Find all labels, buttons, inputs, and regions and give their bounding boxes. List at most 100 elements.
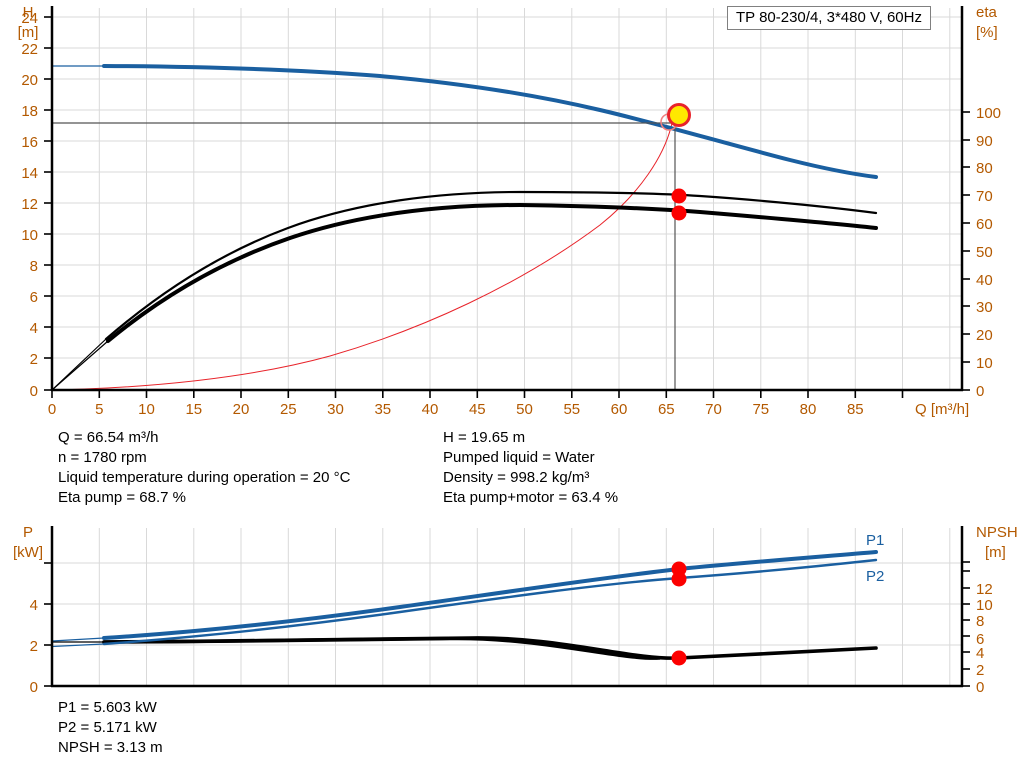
power-info-p1: P1 = 5.603 kW (58, 699, 157, 716)
y-tick-label: 16 (21, 134, 38, 151)
y-tick-label: 10 (21, 227, 38, 244)
npsh-tick-label: 10 (976, 597, 993, 614)
x-tick-label: 15 (185, 401, 202, 418)
p2-curve-thin (51, 643, 105, 648)
duty-info-density: Density = 998.2 kg/m³ (443, 469, 590, 486)
x-tick-label: 75 (752, 401, 769, 418)
y-tick-label: 20 (21, 72, 38, 89)
bottom-chart-left-tick-labels: 0 2 4 (30, 597, 38, 696)
x-tick-label: 70 (705, 401, 722, 418)
x-tick-label: 45 (469, 401, 486, 418)
y2-tick-label: 20 (976, 327, 993, 344)
x-tick-label: 60 (611, 401, 628, 418)
duty-info-n: n = 1780 rpm (58, 449, 147, 466)
duty-info-eta-pump: Eta pump = 68.7 % (58, 489, 186, 506)
power-info-block: P1 = 5.603 kW P2 = 5.171 kW NPSH = 3.13 … (58, 698, 163, 758)
x-tick-label: 80 (800, 401, 817, 418)
npsh-duty-marker (671, 650, 687, 666)
npsh-tick-label: 4 (976, 645, 984, 662)
y-tick-label: 0 (30, 383, 38, 400)
npsh-tick-label: 8 (976, 613, 984, 630)
top-chart-right-tick-labels: 0 10 20 30 40 50 60 70 80 90 100 (976, 105, 1001, 400)
x-tick-label: 35 (374, 401, 391, 418)
y-tick-label: 22 (21, 41, 38, 58)
chart-title-box: TP 80-230/4, 3*480 V, 60Hz (727, 6, 931, 30)
y-tick-label: 24 (21, 10, 38, 27)
y-tick-label: 12 (21, 196, 38, 213)
npsh-tick-label: 2 (976, 662, 984, 679)
npsh-tick-label: 6 (976, 631, 984, 648)
chart-title: TP 80-230/4, 3*480 V, 60Hz (736, 9, 922, 26)
y2-tick-label: 60 (976, 216, 993, 233)
y2-tick-label: 30 (976, 299, 993, 316)
p2-duty-marker (671, 571, 687, 587)
top-right-axis-unit: [%] (976, 24, 998, 41)
y-tick-label: 18 (21, 103, 38, 120)
p-tick-label: 4 (30, 597, 38, 614)
bottom-chart-right-tick-labels: 0 2 4 6 8 10 12 (976, 581, 993, 696)
npsh-curve-main (102, 636, 878, 660)
duty-info-eta-pump-motor: Eta pump+motor = 63.4 % (443, 489, 619, 506)
duty-info-left-column: Q = 66.54 m³/h n = 1780 rpm Liquid tempe… (58, 428, 350, 508)
y2-tick-label: 50 (976, 244, 993, 261)
duty-point-marker[interactable] (667, 103, 691, 127)
bottom-right-axis-name: NPSH (976, 524, 1018, 541)
npsh-tick-label: 0 (976, 679, 984, 696)
eta-pump-curve-thin (51, 338, 107, 391)
x-tick-label: 55 (563, 401, 580, 418)
y-tick-label: 6 (30, 289, 38, 306)
duty-info-q: Q = 66.54 m³/h (58, 429, 159, 446)
duty-info-temperature: Liquid temperature during operation = 20… (58, 469, 351, 486)
p2-curve (102, 558, 878, 646)
duty-info-liquid: Pumped liquid = Water (443, 449, 595, 466)
eta-pump-marker (671, 188, 687, 204)
top-x-axis-label: Q [m³/h] (915, 401, 969, 418)
x-tick-label: 40 (422, 401, 439, 418)
bottom-chart-left-ticks (44, 562, 52, 687)
x-tick-label: 25 (280, 401, 297, 418)
power-info-p2: P2 = 5.171 kW (58, 719, 157, 736)
y-tick-label: 4 (30, 320, 38, 337)
y2-tick-label: 100 (976, 105, 1001, 122)
bottom-chart-right-ticks (962, 561, 970, 687)
npsh-tick-label: 12 (976, 581, 993, 598)
y2-tick-label: 10 (976, 355, 993, 372)
p1-series-label: P1 (866, 532, 884, 549)
x-tick-label: 65 (658, 401, 675, 418)
top-chart-left-tick-labels: 0 2 4 6 8 10 12 14 16 18 20 22 24 (21, 10, 38, 400)
y2-tick-label: 40 (976, 272, 993, 289)
p1-curve-thin (51, 637, 105, 642)
bottom-left-axis-name: P (23, 524, 33, 541)
x-tick-label: 85 (847, 401, 864, 418)
power-npsh-chart: 0 2 4 0 2 4 6 8 10 12 P [kW] NPSH (13, 524, 1018, 696)
power-info-npsh: NPSH = 3.13 m (58, 739, 163, 756)
system-curve (51, 122, 673, 391)
duty-info-h: H = 19.65 m (443, 429, 526, 446)
y2-tick-label: 0 (976, 383, 984, 400)
top-left-axis-name: H (23, 4, 34, 21)
y-tick-label: 14 (21, 165, 38, 182)
y2-tick-label: 80 (976, 160, 993, 177)
x-tick-label: 30 (327, 401, 344, 418)
top-chart-right-ticks (962, 111, 970, 391)
top-left-axis-unit: [m] (18, 24, 39, 41)
top-chart-x-tick-labels: 0 5 10 15 20 25 30 35 40 45 50 55 60 65 … (48, 401, 864, 418)
top-chart-x-ticks (51, 390, 904, 398)
bottom-left-axis-unit: [kW] (13, 544, 43, 561)
head-efficiency-chart: 0 2 4 6 8 10 12 14 16 18 20 22 24 (18, 4, 1001, 418)
top-right-axis-name: eta (976, 4, 998, 21)
p-tick-label: 2 (30, 638, 38, 655)
bottom-chart-vertical-gridlines (51, 528, 951, 686)
duty-info-right-column: H = 19.65 m Pumped liquid = Water Densit… (443, 428, 618, 508)
eta-pump-motor-curve (106, 203, 878, 343)
x-tick-label: 10 (138, 401, 155, 418)
x-tick-label: 20 (233, 401, 250, 418)
top-chart-left-ticks (44, 16, 52, 391)
y-tick-label: 8 (30, 258, 38, 275)
bottom-chart-horizontal-gridlines (52, 562, 962, 687)
p1-curve (102, 550, 878, 640)
p-tick-label: 0 (30, 679, 38, 696)
y2-tick-label: 90 (976, 133, 993, 150)
eta-pump-motor-marker (671, 205, 687, 221)
